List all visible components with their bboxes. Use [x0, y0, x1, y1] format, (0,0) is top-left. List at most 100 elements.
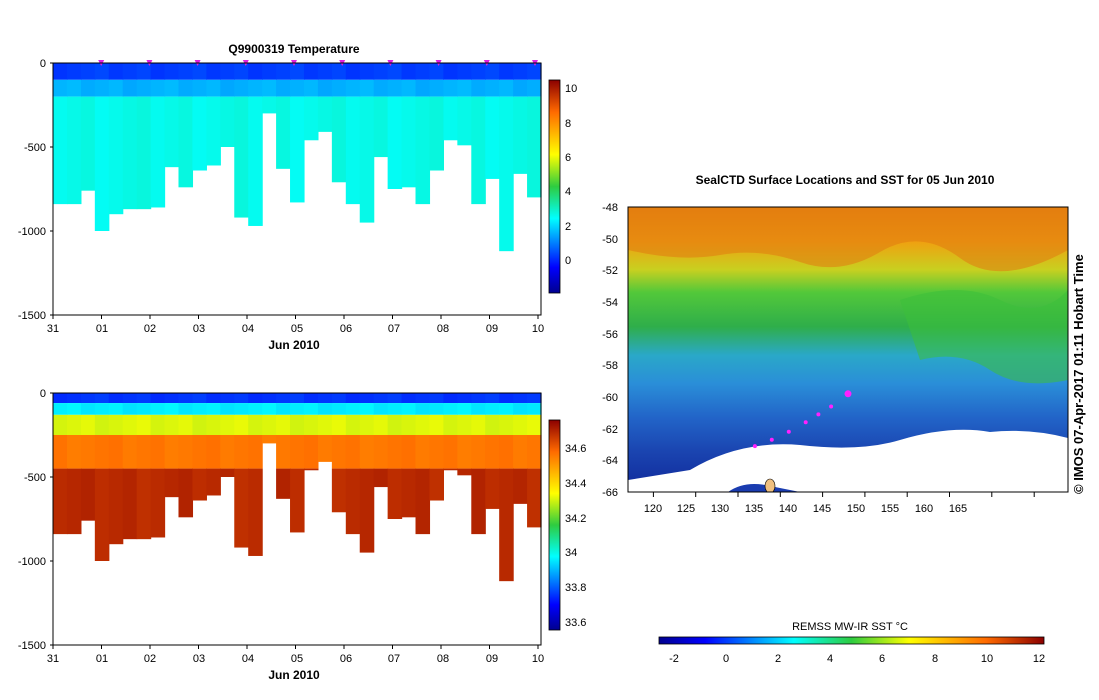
sst-map-lon-tick: 125 — [677, 503, 695, 515]
section-cell — [234, 393, 249, 404]
section-cell — [485, 468, 500, 509]
section-cell — [136, 96, 152, 210]
temperature-cells — [53, 63, 542, 252]
section-cell — [164, 403, 180, 415]
section-cell — [471, 468, 486, 535]
sst-map-lon-tick: 145 — [813, 503, 831, 515]
section-cell — [499, 468, 514, 582]
section-cell — [234, 79, 249, 97]
section-cell — [122, 414, 138, 435]
salinity-plot-frame — [52, 392, 542, 646]
seal-track — [752, 390, 852, 449]
section-cell — [94, 468, 110, 561]
section-cell — [429, 435, 444, 469]
section-cell — [66, 63, 82, 80]
section-cell — [443, 403, 458, 415]
salinity-x-tick: 09 — [486, 653, 498, 665]
section-cell — [331, 393, 347, 404]
section-cell — [359, 435, 375, 469]
section-cell — [485, 96, 500, 179]
sst-colorbar-tick: 8 — [932, 653, 938, 665]
section-cell — [443, 393, 458, 404]
section-cell — [331, 435, 347, 469]
section-cell — [485, 63, 500, 80]
section-cell — [303, 435, 319, 469]
section-cell — [150, 435, 166, 469]
section-cell — [94, 403, 110, 415]
sst-colorbar-tick: 6 — [879, 653, 885, 665]
temperature-panel — [52, 60, 542, 316]
sea-ice-mask — [628, 429, 1068, 492]
sst-map-title: SealCTD Surface Locations and SST for 05… — [696, 173, 995, 187]
section-cell — [359, 79, 375, 97]
section-cell — [262, 435, 277, 444]
section-cell — [192, 63, 207, 80]
section-cell — [387, 79, 403, 97]
section-cell — [415, 96, 431, 205]
section-cell — [206, 79, 221, 97]
temperature-x-tick: 04 — [242, 323, 254, 335]
temperature-x-tick: 07 — [388, 323, 400, 335]
section-cell — [527, 63, 542, 80]
section-cell — [53, 96, 68, 205]
section-cell — [513, 393, 528, 404]
section-cell — [401, 393, 417, 404]
section-cell — [220, 96, 235, 147]
land-feature — [764, 478, 776, 492]
section-cell — [513, 79, 528, 97]
sst-map-frame — [627, 206, 1069, 493]
sst-map-lat-tick: -54 — [602, 297, 618, 309]
section-cell — [387, 96, 403, 189]
warm-water-band — [628, 207, 1068, 272]
salinity-x-tick: 03 — [193, 653, 205, 665]
section-cell — [471, 63, 486, 80]
section-cell — [373, 79, 389, 97]
section-cell — [136, 435, 152, 469]
salinity-x-tick: 01 — [96, 653, 108, 665]
salinity-panel — [52, 392, 542, 646]
salinity-y-tick: -1000 — [18, 556, 46, 568]
section-cell — [53, 435, 68, 469]
section-cell — [206, 393, 221, 404]
section-cell — [331, 63, 347, 80]
section-cell — [303, 393, 319, 404]
section-cell — [443, 414, 458, 435]
section-cell — [345, 403, 361, 415]
section-cell — [248, 63, 263, 80]
salinity-x-tick: 31 — [47, 653, 59, 665]
section-cell — [206, 468, 221, 496]
section-cell — [415, 435, 431, 469]
sst-map-panel — [627, 206, 1069, 493]
section-cell — [499, 96, 514, 252]
section-cell — [499, 403, 514, 415]
section-cell — [485, 79, 500, 97]
section-cell — [53, 403, 68, 415]
sst-map-lon-tick: 160 — [915, 503, 933, 515]
section-cell — [108, 403, 124, 415]
section-cell — [513, 435, 528, 469]
section-cell — [108, 468, 124, 545]
section-cell — [150, 63, 166, 80]
salinity-y-tick: -1500 — [18, 640, 46, 652]
section-cell — [443, 96, 458, 141]
temperature-colorbar-tick: 8 — [565, 118, 571, 130]
section-cell — [345, 79, 361, 97]
section-cell — [122, 96, 138, 210]
section-cell — [527, 393, 542, 404]
section-cell — [415, 63, 431, 80]
section-cell — [66, 414, 82, 435]
section-cell — [262, 403, 277, 415]
section-cell — [527, 468, 542, 528]
temperature-y-tick: -1500 — [18, 310, 46, 322]
section-cell — [471, 403, 486, 415]
section-cell — [527, 79, 542, 97]
section-cell — [359, 393, 375, 404]
section-cell — [220, 468, 235, 477]
section-cell — [317, 393, 333, 404]
section-cell — [345, 468, 361, 535]
section-cell — [80, 96, 96, 191]
section-cell — [345, 393, 361, 404]
section-cell — [192, 96, 207, 171]
section-cell — [276, 393, 291, 404]
